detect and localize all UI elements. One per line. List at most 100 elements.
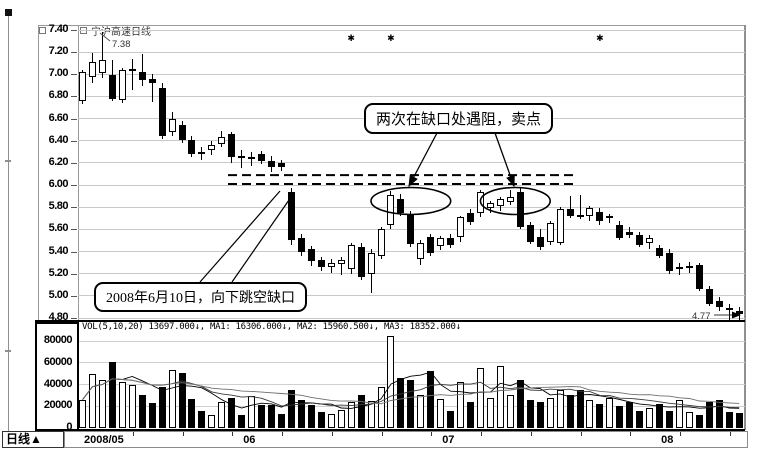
- candle-down: [596, 211, 604, 221]
- price-axis-tick: [71, 74, 77, 76]
- candle-up: [457, 217, 465, 238]
- candle-up: [347, 244, 355, 270]
- candle-down: [666, 252, 674, 272]
- candle-down: [258, 154, 266, 161]
- volume-bar-down: [278, 413, 285, 428]
- candle-up: [387, 195, 395, 225]
- volume-bottom-border: [35, 429, 745, 431]
- volume-bar-down: [516, 380, 524, 428]
- volume-bar-up: [367, 400, 375, 428]
- volume-label: 60000: [43, 355, 73, 368]
- candle-up: [367, 252, 375, 274]
- price-gridline: [78, 251, 745, 253]
- candle-up: [477, 191, 484, 213]
- volume-bar-up: [586, 399, 594, 428]
- left-scrollbar-track[interactable]: [8, 10, 9, 432]
- price-gridline: [78, 184, 745, 186]
- candle-down: [287, 191, 295, 241]
- volume-bar-up: [457, 382, 465, 428]
- price-gridline: [78, 95, 745, 97]
- volume-bar-up: [248, 396, 256, 428]
- high-price-tag: 7.38: [112, 39, 131, 50]
- volume-bar-up: [218, 401, 226, 428]
- candle-up: [79, 72, 86, 101]
- candle-down: [198, 151, 206, 155]
- price-gridline: [78, 317, 745, 319]
- volume-bar-down: [238, 414, 246, 428]
- volume-bar-up: [327, 413, 335, 428]
- volume-label: 0: [66, 421, 72, 433]
- event-marker-icon: ✱: [596, 33, 604, 43]
- candle-up: [496, 199, 504, 207]
- time-axis-tick: [630, 432, 632, 436]
- volume-bar-up: [506, 395, 514, 428]
- candle-down: [427, 237, 435, 253]
- price-label: 7.00: [48, 67, 69, 80]
- volume-bar-up: [347, 401, 355, 428]
- period-label: 日线: [6, 432, 31, 446]
- volume-gridline: [79, 362, 745, 364]
- candle-down: [108, 75, 116, 99]
- candle-wick: [151, 74, 153, 102]
- price-gridline: [78, 295, 745, 297]
- volume-bar-up: [437, 398, 445, 428]
- price-axis-tick: [71, 140, 77, 142]
- volume-bar-down: [467, 401, 475, 428]
- volume-label: 20000: [43, 399, 73, 412]
- candle-wick: [141, 54, 143, 87]
- candle-wick: [131, 58, 133, 90]
- volume-bar-up: [417, 395, 425, 428]
- price-label: 6.00: [48, 178, 69, 191]
- volume-bar-down: [725, 411, 733, 428]
- time-axis-tick: [431, 432, 433, 436]
- volume-bar-up: [387, 335, 395, 428]
- time-axis-tick: [729, 432, 731, 436]
- candle-down: [705, 289, 713, 304]
- price-label: 5.60: [48, 222, 69, 235]
- up-triangle-icon: ▲: [30, 432, 42, 446]
- chart-title: 宁沪高速日线: [91, 27, 151, 38]
- time-axis: 2008/05 06 07 08: [64, 431, 748, 448]
- candle-wick: [101, 32, 103, 78]
- candle-down: [447, 238, 455, 245]
- time-axis-tick: [132, 432, 134, 436]
- price-gridline: [78, 29, 745, 31]
- time-axis-tick: [530, 432, 532, 436]
- time-label: 06: [243, 434, 256, 446]
- candle-down: [735, 311, 743, 314]
- chart-left-border: [78, 25, 79, 321]
- candle-wick: [340, 257, 342, 275]
- chart-pane-icon[interactable]: [80, 27, 87, 34]
- price-label: 5.00: [48, 288, 69, 301]
- candle-down: [278, 162, 285, 168]
- candle-down: [397, 199, 405, 213]
- volume-bar-down: [705, 401, 713, 428]
- candle-up: [546, 222, 554, 242]
- scrollbar-thumb-icon[interactable]: [5, 9, 12, 16]
- price-label: 5.40: [48, 244, 69, 257]
- time-axis-tick: [580, 432, 582, 436]
- volume-bar-down: [626, 401, 634, 428]
- period-selector[interactable]: 日线▲: [2, 431, 64, 448]
- volume-bar-down: [407, 380, 415, 428]
- candle-down: [178, 125, 186, 140]
- volume-bar-down: [616, 406, 624, 428]
- candle-up: [208, 145, 216, 150]
- candle-down: [357, 247, 365, 277]
- volume-bar-down: [715, 399, 723, 428]
- candle-up: [676, 267, 683, 270]
- price-label: 6.80: [48, 89, 69, 102]
- volume-bar-down: [526, 399, 534, 428]
- time-label: 07: [442, 434, 455, 446]
- candle-up: [646, 238, 654, 243]
- time-axis-tick: [481, 432, 482, 436]
- price-axis-tick: [71, 273, 77, 275]
- price-axis-tick: [71, 118, 77, 120]
- volume-bar-down: [297, 399, 305, 428]
- volume-bar-down: [576, 389, 584, 428]
- axis-pane-icon[interactable]: [39, 27, 46, 34]
- candle-down: [317, 260, 325, 268]
- volume-bar-up: [606, 397, 614, 428]
- price-gridline: [78, 162, 745, 164]
